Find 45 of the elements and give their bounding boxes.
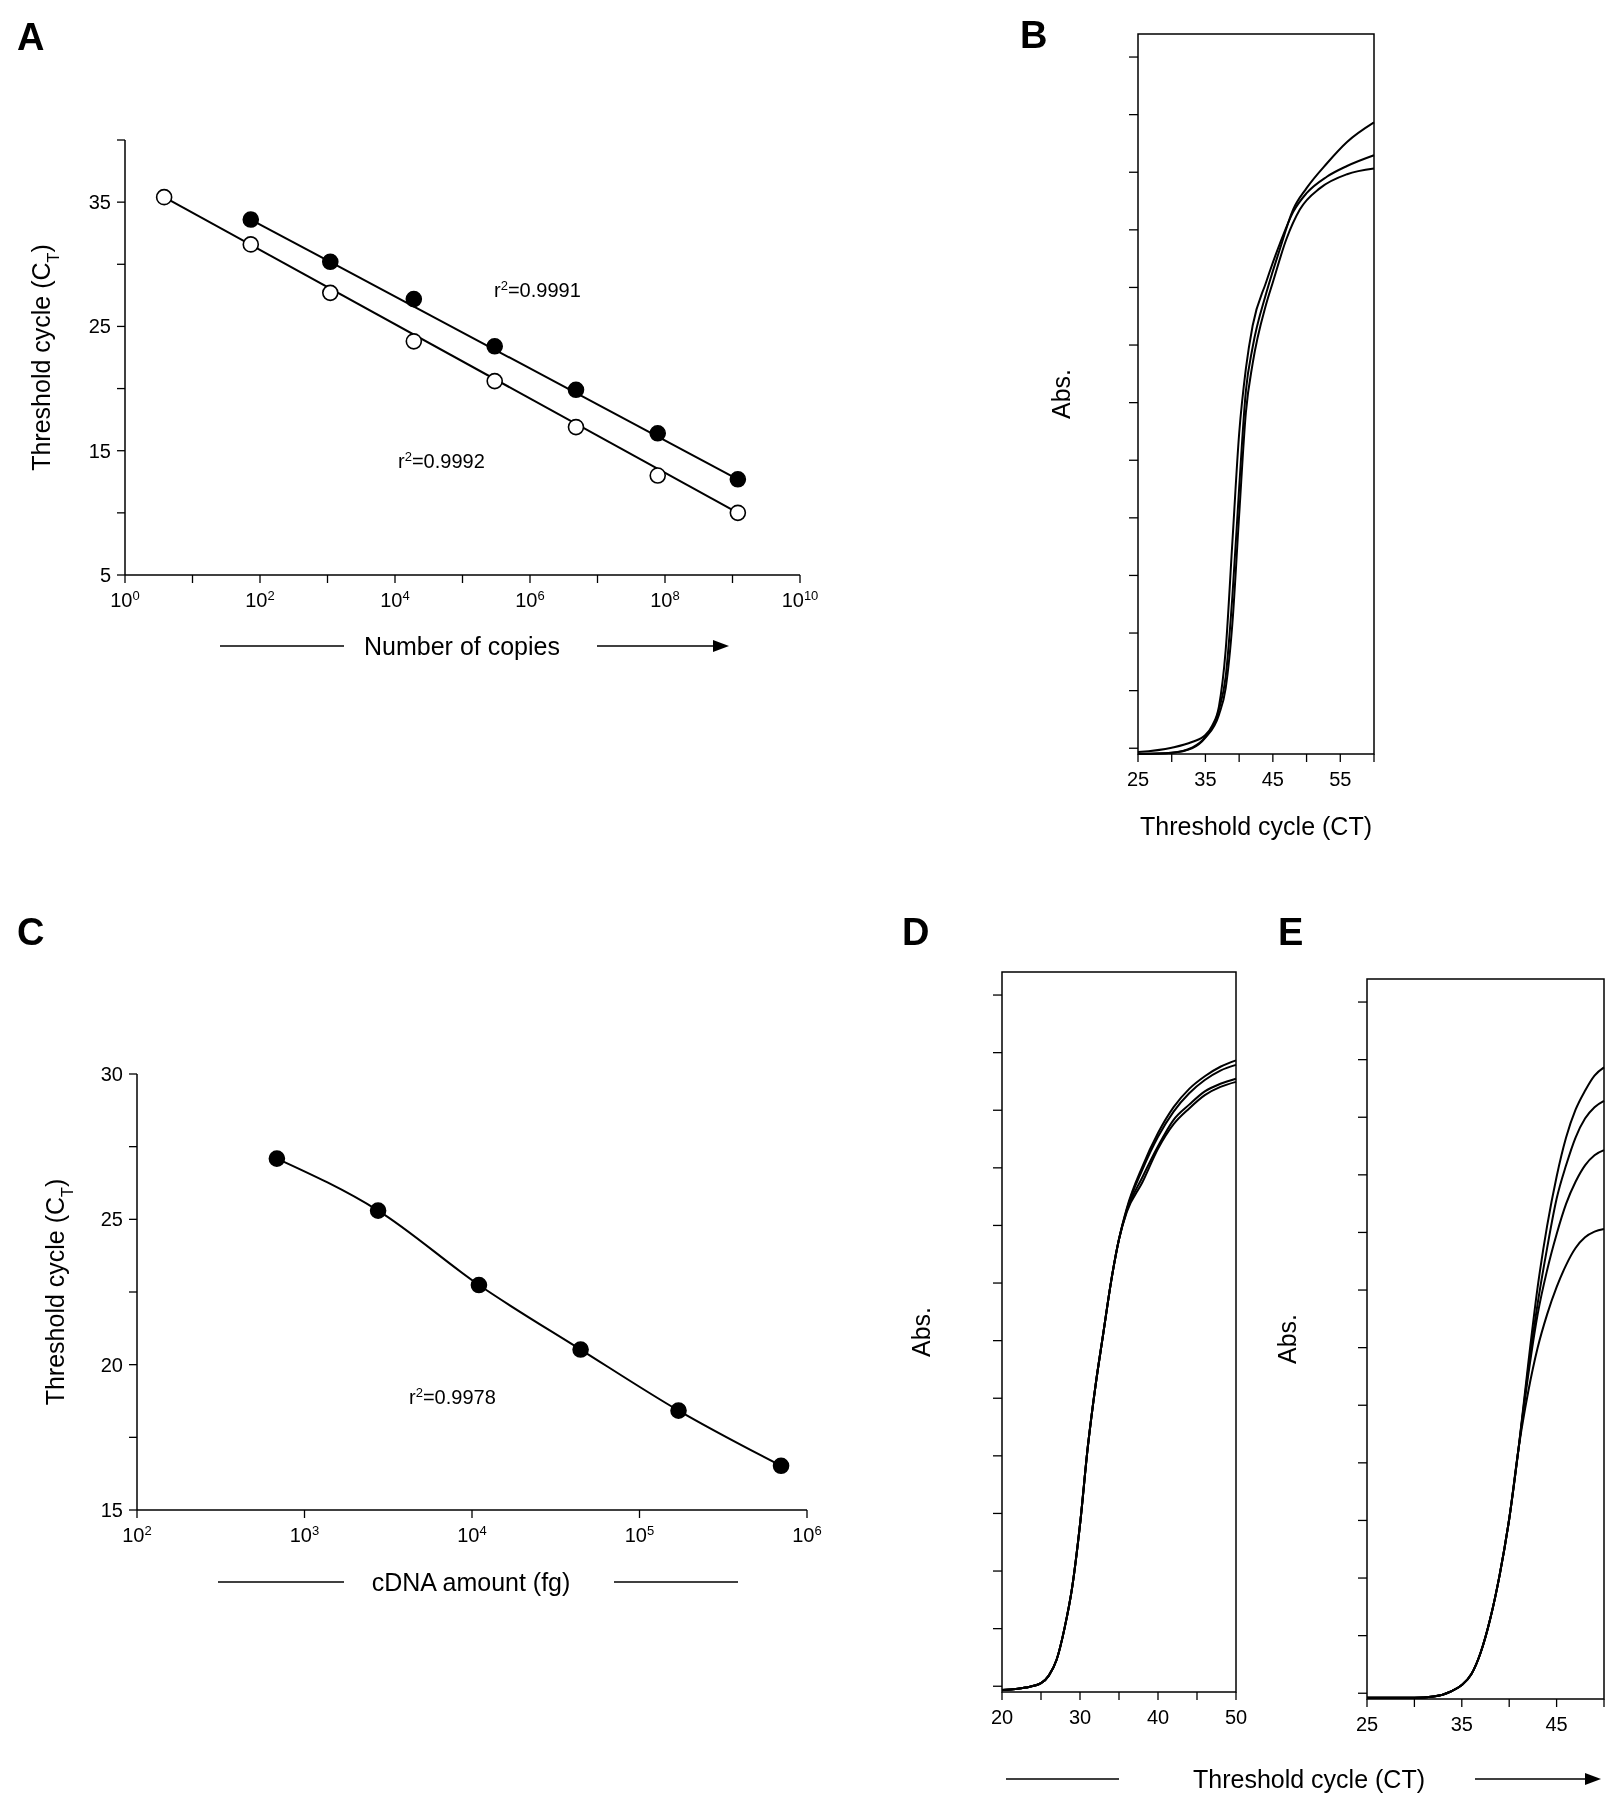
y-tick-label: 15	[88, 439, 111, 462]
y-tick-label: 25	[88, 315, 111, 338]
y-axis-title: Abs.	[1273, 1313, 1301, 1365]
chart-title: A	[17, 16, 45, 59]
x-tick-label: 10$^{3}$	[289, 1522, 320, 1546]
x-tick-label: 10$^{6}$	[792, 1522, 822, 1546]
x-tick-label: 10$^{2}$	[122, 1522, 152, 1546]
x-tick-label: 25	[1355, 1713, 1379, 1735]
x-tick-label: 10$^{8}$	[650, 587, 680, 611]
y-axis-title: Abs.	[907, 1306, 935, 1358]
x-tick-label: 20	[990, 1706, 1014, 1728]
x-tick-label: 25	[1126, 768, 1150, 790]
x-tick-label: 10$^{0}$	[110, 587, 140, 611]
x-axis-title: Threshold cycle (CT)	[1193, 1765, 1425, 1793]
x-tick-label: 30	[1068, 1706, 1092, 1728]
x-tick-label: 10$^{5}$	[624, 1522, 655, 1546]
x-tick-label: 45	[1261, 768, 1284, 790]
chart-title: D	[902, 911, 930, 954]
x-tick-label: 10$^{10}$	[781, 587, 819, 611]
y-tick-label: 30	[100, 1063, 123, 1085]
y-tick-label: 15	[100, 1499, 123, 1521]
chart-title: C	[17, 911, 45, 954]
chart-title: B	[1020, 14, 1048, 57]
x-tick-label: 10$^{4}$	[380, 587, 410, 611]
annotation: r$^{2}$=0.9991	[494, 277, 581, 301]
x-tick-label: 45	[1545, 1713, 1568, 1735]
y-tick-label: 5	[99, 564, 111, 586]
x-tick-label: 35	[1194, 768, 1217, 790]
x-tick-label: 40	[1146, 1706, 1170, 1728]
x-axis-title: Threshold cycle (CT)	[1140, 812, 1372, 840]
x-axis-title: cDNA amount (fg)	[371, 1568, 571, 1596]
annotation: r$^{2}$=0.9992	[398, 448, 485, 472]
x-tick-label: 55	[1329, 768, 1352, 790]
x-tick-label: 50	[1224, 1706, 1248, 1728]
x-tick-label: 10$^{2}$	[245, 587, 275, 611]
y-tick-label: 25	[100, 1208, 123, 1231]
y-tick-label: 35	[88, 191, 111, 214]
y-tick-label: 20	[100, 1353, 123, 1376]
annotation: r$^{2}$=0.9978	[409, 1384, 496, 1408]
x-tick-label: 10$^{6}$	[515, 587, 545, 611]
x-tick-label: 10$^{4}$	[457, 1522, 487, 1546]
chart-title: E	[1278, 911, 1304, 954]
x-axis-title: Number of copies	[364, 632, 560, 660]
y-axis-title: Abs.	[1047, 368, 1075, 420]
x-tick-label: 35	[1450, 1713, 1473, 1735]
